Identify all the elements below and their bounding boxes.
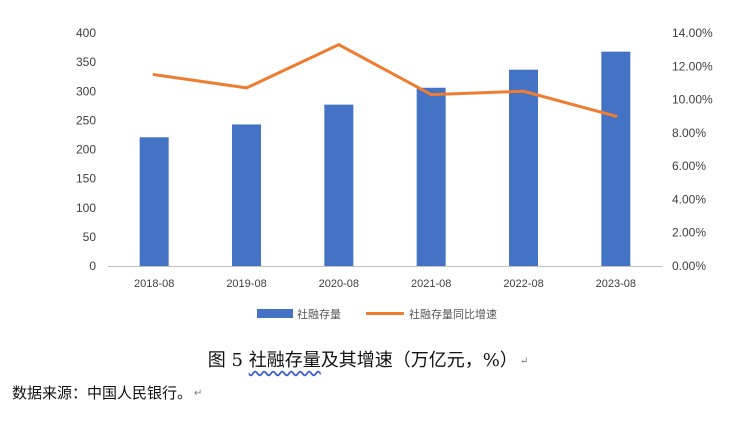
data-source-note: 数据来源：中国人民银行。 ↵ <box>12 382 202 403</box>
series-line <box>152 43 618 118</box>
x-axis-tick-label: 2018-08 <box>134 278 174 290</box>
right-axis-tick-label: 10.00% <box>672 93 713 107</box>
line-point <box>614 114 618 118</box>
right-axis-tick-label: 0.00% <box>672 259 706 273</box>
left-axis-tick-label: 50 <box>83 230 97 244</box>
caption-underlined-text: 社融存量 <box>248 350 321 371</box>
bar <box>232 124 261 266</box>
left-axis-tick-label: 200 <box>76 143 96 157</box>
x-axis-tick-label: 2023-08 <box>596 278 636 290</box>
left-axis-tick-label: 150 <box>76 172 96 186</box>
right-axis-tick-label: 8.00% <box>672 126 706 140</box>
right-axis-tick-label: 2.00% <box>672 226 706 240</box>
bar <box>416 87 446 266</box>
bar <box>139 137 169 266</box>
left-axis-tick-label: 100 <box>76 201 96 215</box>
right-axis-ticks: 0.00% 2.00% 4.00% 6.00% 8.00% 10.00% 12.00% 14.… <box>672 26 713 273</box>
line-point <box>245 86 248 90</box>
legend-line-label: 社融存量同比增速 <box>409 307 497 321</box>
left-axis-tick-label: 400 <box>76 26 96 40</box>
right-axis-tick-label: 6.00% <box>672 159 706 173</box>
legend: 社融存量 社融存量同比增速 <box>257 307 497 321</box>
bar-series <box>139 51 631 267</box>
line-point <box>337 43 341 47</box>
bar <box>509 69 538 266</box>
caption-prefix: 图 5 <box>207 350 249 371</box>
line-point <box>522 89 525 93</box>
right-axis-tick-label: 14.00% <box>672 26 713 40</box>
line-series <box>152 43 618 118</box>
x-axis-tick-label: 2020-08 <box>319 278 359 290</box>
x-axis-tick-label: 2019-08 <box>226 278 266 290</box>
return-mark-icon: ↵ <box>519 355 529 367</box>
legend-bar-swatch <box>257 309 293 318</box>
bar <box>324 104 354 267</box>
combo-chart: 0 50 100 150 200 250 300 350 400 0.00% 2.00% 4.00%… <box>76 26 713 321</box>
x-axis-ticks: 2018-08 2019-08 2020-08 2021-08 2022-08 2023-… <box>134 278 636 290</box>
x-axis-tick-label: 2022-08 <box>503 278 543 290</box>
legend-bar-label: 社融存量 <box>297 307 341 321</box>
left-axis-tick-label: 250 <box>76 113 96 127</box>
left-axis-tick-label: 0 <box>89 259 96 273</box>
left-axis-tick-label: 350 <box>76 55 96 69</box>
x-axis-tick-label: 2021-08 <box>411 278 451 290</box>
right-axis-tick-label: 12.00% <box>672 59 713 73</box>
line-point <box>152 73 156 77</box>
return-mark-icon: ↵ <box>194 388 203 399</box>
source-text: 数据来源：中国人民银行。 <box>12 384 193 402</box>
left-axis-ticks: 0 50 100 150 200 250 300 350 400 <box>76 26 96 273</box>
caption-rest: 及其增速（万亿元，%） <box>320 350 518 371</box>
right-axis-tick-label: 4.00% <box>672 192 706 206</box>
bar <box>601 51 631 266</box>
figure-caption: 图 5 社融存量及其增速（万亿元，%） ↵ <box>0 346 736 372</box>
line-point <box>429 93 433 97</box>
left-axis-tick-label: 300 <box>76 84 96 98</box>
